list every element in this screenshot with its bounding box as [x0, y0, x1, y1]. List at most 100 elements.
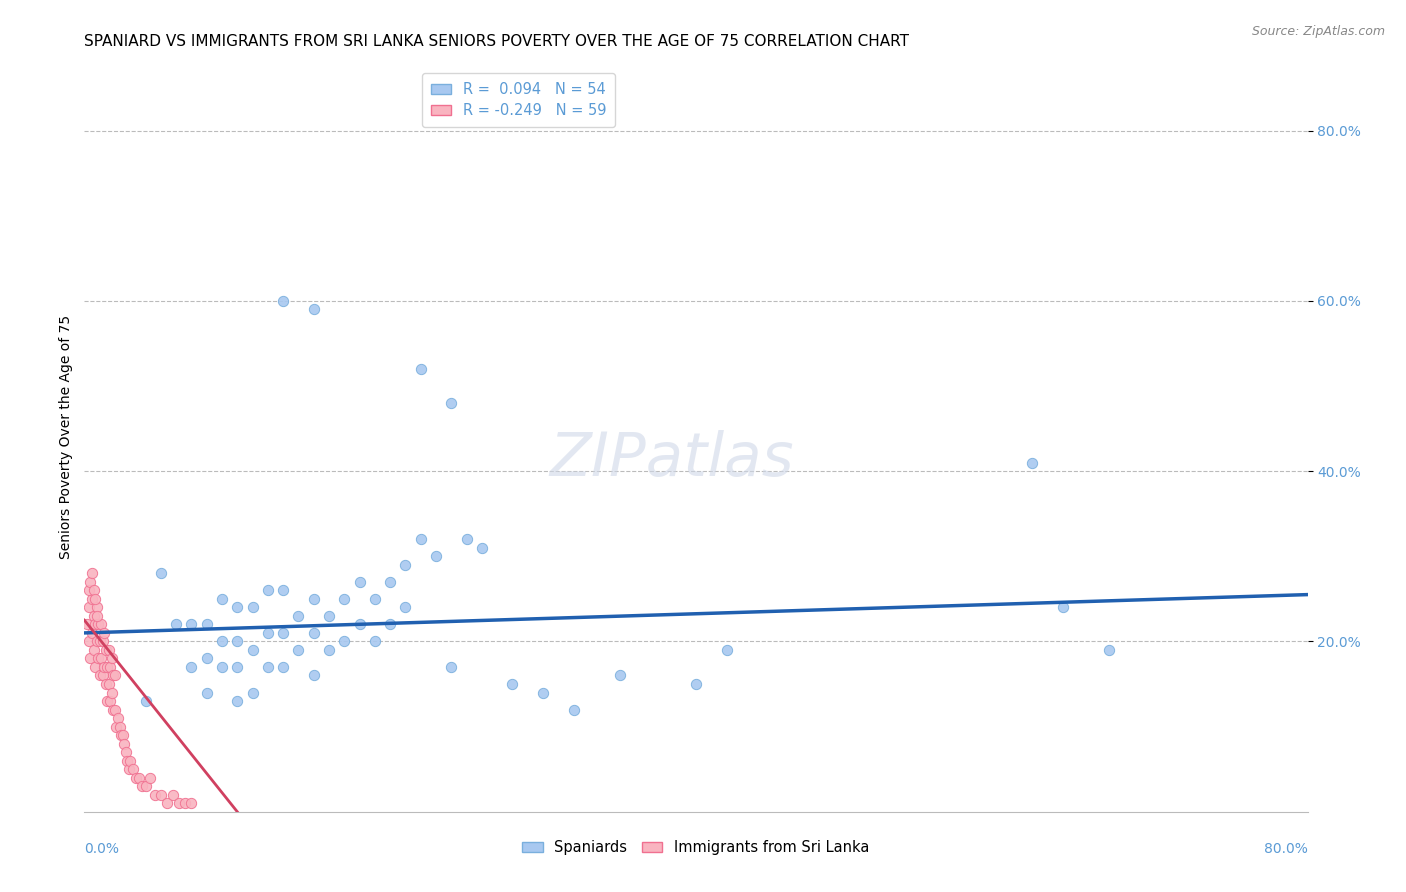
- Point: [87, 617, 110, 632]
- Point: [139, 771, 162, 785]
- Point: [502, 677, 524, 691]
- Point: [211, 634, 233, 648]
- Point: [77, 583, 100, 598]
- Point: [77, 600, 100, 615]
- Point: [90, 617, 112, 632]
- Point: [104, 668, 127, 682]
- Point: [1021, 456, 1043, 470]
- Point: [149, 566, 172, 581]
- Point: [456, 533, 478, 547]
- Point: [89, 634, 111, 648]
- Point: [103, 668, 125, 682]
- Point: [112, 737, 135, 751]
- Point: [211, 660, 233, 674]
- Point: [114, 745, 136, 759]
- Point: [257, 660, 280, 674]
- Point: [226, 600, 249, 615]
- Point: [226, 660, 249, 674]
- Point: [93, 626, 115, 640]
- Point: [271, 626, 294, 640]
- Point: [96, 660, 118, 674]
- Point: [165, 617, 187, 632]
- Point: [105, 720, 128, 734]
- Point: [79, 574, 101, 589]
- Point: [80, 591, 103, 606]
- Point: [195, 651, 218, 665]
- Point: [86, 608, 108, 623]
- Point: [349, 574, 371, 589]
- Point: [364, 591, 387, 606]
- Point: [226, 634, 249, 648]
- Point: [77, 634, 100, 648]
- Point: [83, 643, 105, 657]
- Point: [108, 720, 131, 734]
- Point: [143, 788, 166, 802]
- Point: [180, 796, 202, 810]
- Point: [97, 643, 120, 657]
- Text: SPANIARD VS IMMIGRANTS FROM SRI LANKA SENIORS POVERTY OVER THE AGE OF 75 CORRELA: SPANIARD VS IMMIGRANTS FROM SRI LANKA SE…: [84, 34, 910, 49]
- Point: [94, 643, 117, 657]
- Point: [180, 660, 202, 674]
- Point: [271, 660, 294, 674]
- Point: [471, 541, 494, 555]
- Point: [120, 754, 142, 768]
- Point: [195, 617, 218, 632]
- Point: [302, 626, 325, 640]
- Point: [118, 762, 141, 776]
- Point: [76, 617, 98, 632]
- Point: [716, 643, 738, 657]
- Text: Source: ZipAtlas.com: Source: ZipAtlas.com: [1251, 25, 1385, 38]
- Point: [96, 694, 118, 708]
- Point: [135, 779, 157, 793]
- Point: [135, 694, 157, 708]
- Point: [94, 677, 117, 691]
- Point: [91, 634, 114, 648]
- Point: [93, 660, 115, 674]
- Point: [101, 685, 124, 699]
- Point: [91, 668, 114, 682]
- Point: [84, 660, 107, 674]
- Point: [86, 634, 108, 648]
- Point: [162, 788, 184, 802]
- Point: [111, 728, 134, 742]
- Point: [394, 558, 416, 572]
- Point: [86, 600, 108, 615]
- Point: [98, 694, 121, 708]
- Point: [174, 796, 197, 810]
- Point: [394, 600, 416, 615]
- Point: [302, 302, 325, 317]
- Point: [83, 583, 105, 598]
- Point: [333, 634, 356, 648]
- Point: [125, 771, 148, 785]
- Point: [128, 771, 150, 785]
- Point: [84, 591, 107, 606]
- Point: [531, 685, 554, 699]
- Text: ZIPatlas: ZIPatlas: [550, 430, 794, 489]
- Point: [87, 651, 110, 665]
- Point: [318, 643, 340, 657]
- Point: [90, 651, 112, 665]
- Point: [609, 668, 631, 682]
- Point: [104, 702, 127, 716]
- Point: [242, 643, 264, 657]
- Point: [156, 796, 179, 810]
- Point: [409, 362, 432, 376]
- Point: [84, 617, 107, 632]
- Point: [180, 617, 202, 632]
- Point: [98, 660, 121, 674]
- Point: [562, 702, 585, 716]
- Point: [131, 779, 153, 793]
- Point: [97, 677, 120, 691]
- Point: [364, 634, 387, 648]
- Point: [257, 626, 280, 640]
- Point: [195, 685, 218, 699]
- Point: [1052, 600, 1074, 615]
- Point: [80, 566, 103, 581]
- Point: [80, 626, 103, 640]
- Point: [380, 617, 402, 632]
- Point: [242, 600, 264, 615]
- Point: [287, 643, 309, 657]
- Point: [110, 728, 132, 742]
- Point: [425, 549, 447, 564]
- Point: [79, 651, 101, 665]
